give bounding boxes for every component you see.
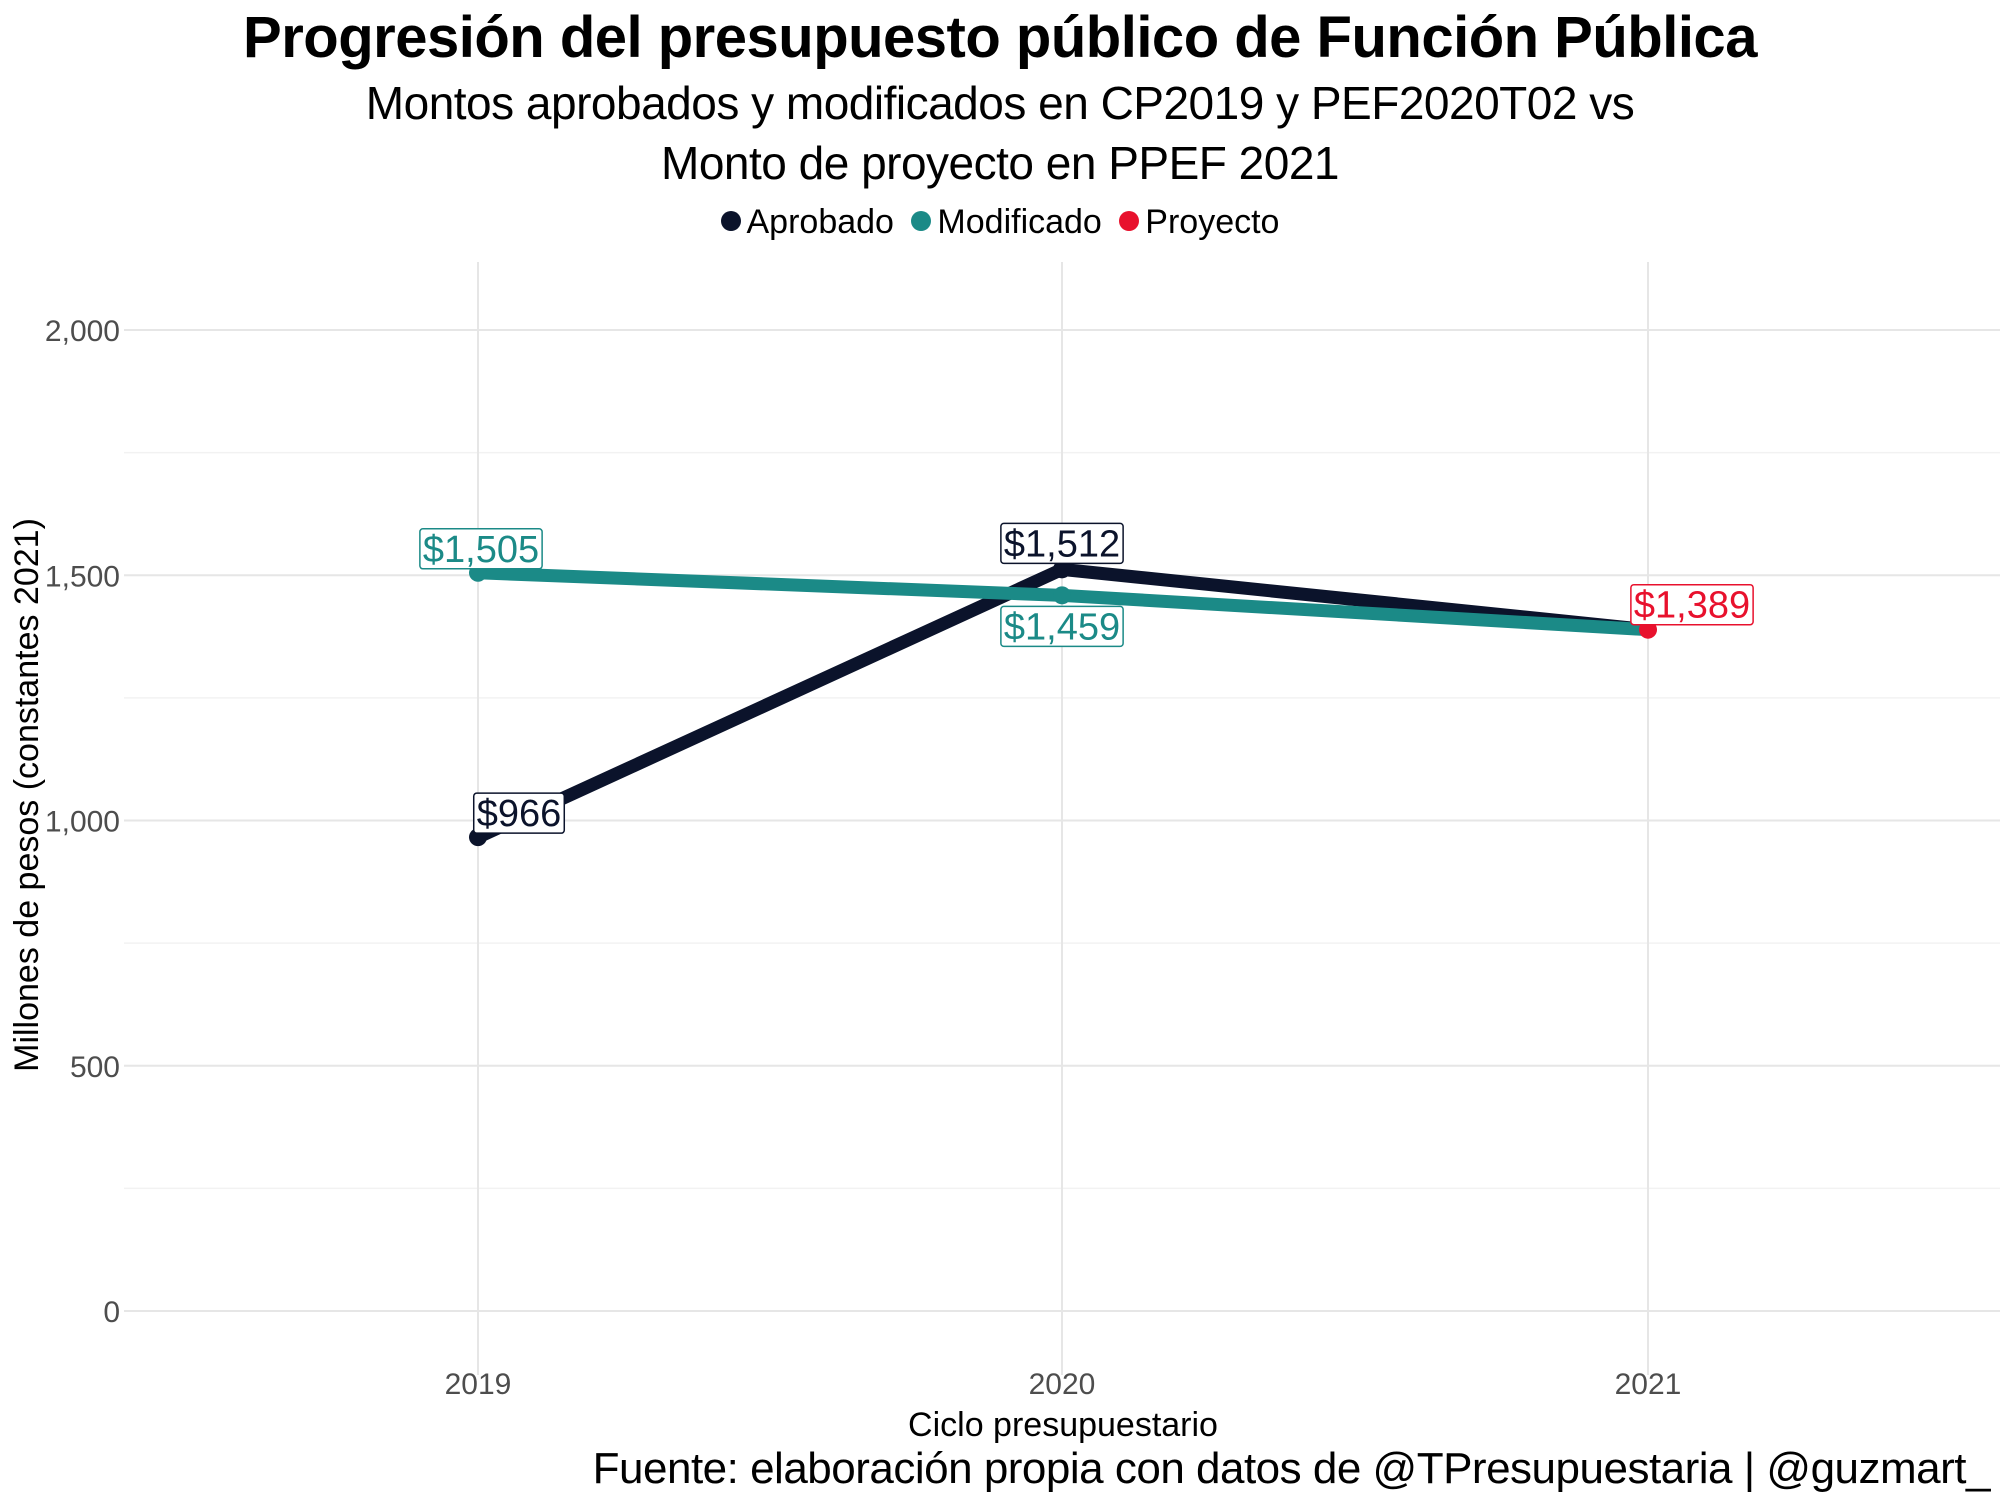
y-tick-label: 1,500 <box>45 560 120 593</box>
legend-key-modificado <box>911 211 932 232</box>
data-label-modificado: $1,505 <box>419 528 543 571</box>
data-point-aprobado <box>1053 560 1071 579</box>
y-tick-label: 2,000 <box>45 315 120 348</box>
chart-subtitle-line-2: Monto de proyecto en PPEF 2021 <box>661 137 1340 189</box>
legend-label-proyecto: Proyecto <box>1145 203 1280 241</box>
chart-subtitle-line-1: Montos aprobados y modificados en CP2019… <box>365 77 1635 129</box>
chart-title: Progresión del presupuesto público de Fu… <box>243 5 1757 70</box>
x-tick-label: 2021 <box>1615 1368 1682 1401</box>
data-label-aprobado: $1,512 <box>1000 522 1124 565</box>
y-tick-label: 500 <box>70 1051 120 1084</box>
y-axis-ticks: 0 500 1,000 1,500 2,000 <box>45 315 120 1329</box>
data-point-modificado <box>1053 586 1071 605</box>
legend-item-modificado: Modificado <box>911 203 1102 242</box>
data-label-proyecto: $1,389 <box>1630 583 1754 627</box>
chart-legend: Aprobado Modificado Proyecto <box>0 203 2000 242</box>
legend-key-proyecto <box>1119 211 1140 232</box>
grid-lines <box>124 262 2000 1375</box>
data-label-text: $1,389 <box>1634 585 1750 627</box>
data-label-box <box>1000 522 1124 565</box>
data-label-box <box>1630 583 1754 626</box>
legend-item-aprobado: Aprobado <box>720 203 894 242</box>
data-label-text: $1,505 <box>423 529 539 571</box>
legend-label-modificado: Modificado <box>937 203 1102 241</box>
data-label-modificado: $1,459 <box>1000 605 1124 648</box>
legend-label-aprobado: Aprobado <box>746 203 894 241</box>
x-axis-ticks: 2019 2020 2021 <box>445 1368 1682 1401</box>
legend-key-aprobado <box>720 211 741 232</box>
data-label-aprobado: $966 <box>472 792 566 835</box>
data-label-text: $1,512 <box>1004 523 1120 565</box>
data-label-text: $1,459 <box>1004 606 1120 648</box>
x-tick-label: 2020 <box>1029 1368 1096 1401</box>
data-label-box <box>1000 605 1124 648</box>
chart-caption: Fuente: elaboración propia con datos de … <box>592 1444 1991 1493</box>
x-axis-label: Ciclo presupuestario <box>908 1406 1218 1444</box>
data-label-box <box>472 792 566 834</box>
data-label-text: $966 <box>477 793 562 835</box>
data-labels: $966 $1,512 $1,505 $1,459 $1,389 <box>419 522 1754 835</box>
data-label-box <box>419 528 543 570</box>
y-tick-label: 1,000 <box>45 806 120 839</box>
legend-item-proyecto: Proyecto <box>1119 203 1279 242</box>
y-tick-label: 0 <box>103 1296 120 1329</box>
y-axis-label: Millones de pesos (constantes 2021) <box>8 518 46 1072</box>
x-tick-label: 2019 <box>445 1368 512 1401</box>
